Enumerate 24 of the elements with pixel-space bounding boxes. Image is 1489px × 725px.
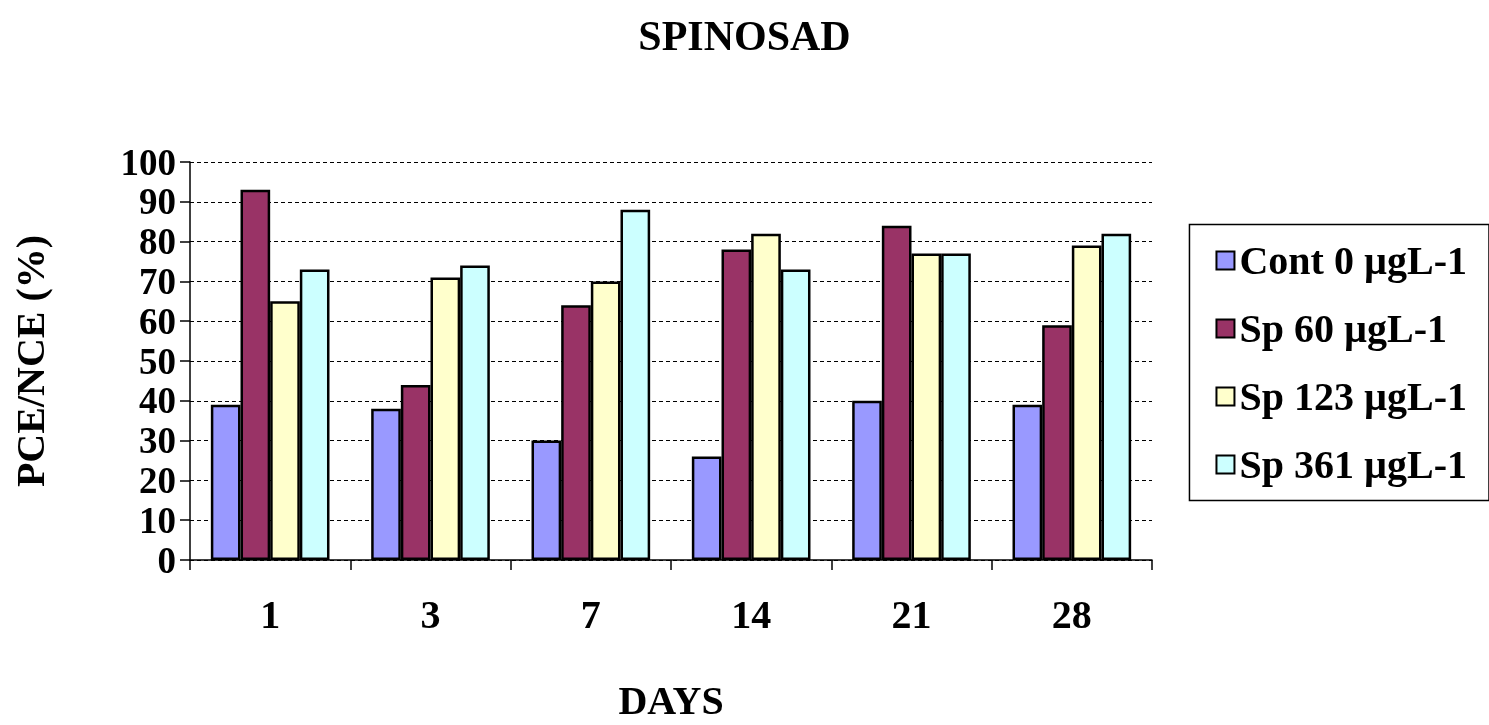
y-tick-label: 100 [120,141,176,183]
legend-label: Sp 60 µgL-1 [1239,306,1448,351]
y-tick-label: 60 [139,300,176,342]
legend-label: Sp 361 µgL-1 [1239,442,1468,487]
x-axis-title: DAYS [618,677,724,723]
chart-title: SPINOSAD [638,13,851,59]
x-tick-label: 7 [580,591,601,637]
x-tick-label: 28 [1051,591,1092,637]
y-tick-label: 40 [139,380,176,422]
y-tick-label: 20 [139,459,176,501]
y-tick-label: 30 [139,420,176,462]
x-tick-label: 1 [260,591,281,637]
y-axis-title: PCE/NCE (%) [7,234,53,488]
legend-label: Cont 0 µgL-1 [1239,238,1467,283]
y-tick-label: 0 [157,539,176,581]
x-tick-label: 3 [420,591,441,637]
legend-label: Sp 123 µgL-1 [1239,374,1468,419]
y-tick-label: 50 [139,340,176,382]
y-tick-label: 70 [139,260,176,302]
y-tick-label: 80 [139,221,176,263]
y-tick-label: 10 [139,499,176,541]
x-tick-label: 14 [731,591,772,637]
y-tick-label: 90 [139,181,176,223]
x-tick-label: 21 [891,591,932,637]
